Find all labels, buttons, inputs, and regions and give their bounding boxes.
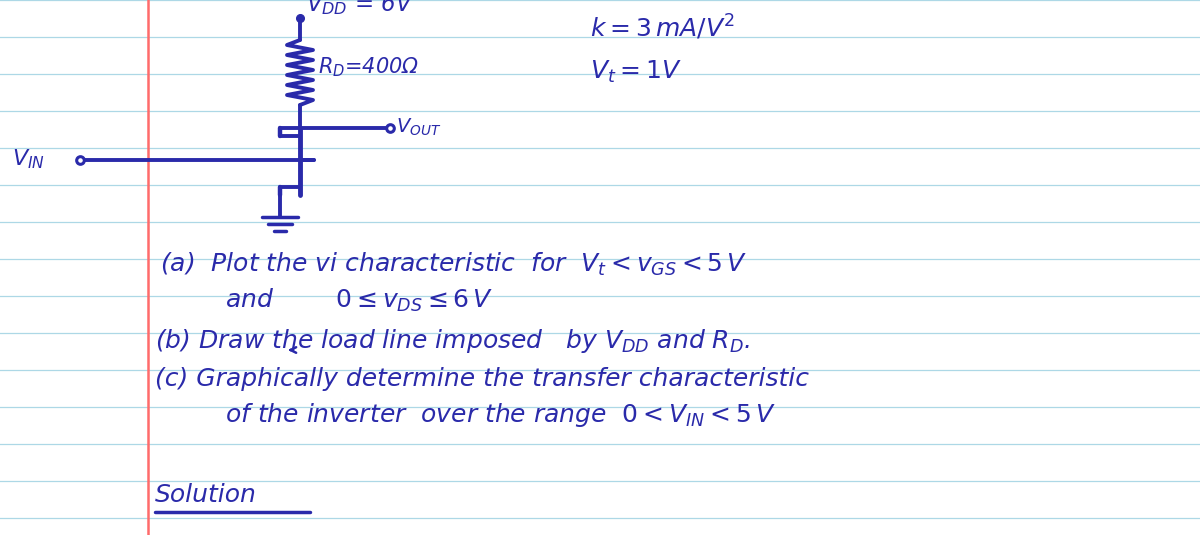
Text: $k = 3\,mA/V^2$: $k = 3\,mA/V^2$ <box>590 13 736 42</box>
Text: and        $0 \leq v_{DS} \leq 6\,V$: and $0 \leq v_{DS} \leq 6\,V$ <box>226 287 493 314</box>
Text: $V_t = 1V$: $V_t = 1V$ <box>590 59 682 85</box>
Text: (b) Draw the load line imposed   by $V_{DD}$ and $R_D$.: (b) Draw the load line imposed by $V_{DD… <box>155 327 750 355</box>
Text: $V_{OUT}$: $V_{OUT}$ <box>396 116 442 137</box>
Text: of the inverter  over the range  $0 < V_{IN} < 5\,V$: of the inverter over the range $0 < V_{I… <box>226 401 775 429</box>
Text: (c) Graphically determine the transfer characteristic: (c) Graphically determine the transfer c… <box>155 367 809 391</box>
Text: Solution: Solution <box>155 483 257 507</box>
Text: (a)  Plot the vi characteristic  for  $V_t < v_{GS} < 5\,V$: (a) Plot the vi characteristic for $V_t … <box>160 251 748 278</box>
Text: $R_D$=400Ω: $R_D$=400Ω <box>318 56 419 79</box>
Text: $V_{IN}$: $V_{IN}$ <box>12 147 44 171</box>
Text: $V_{DD}$ = 6V: $V_{DD}$ = 6V <box>306 0 414 17</box>
